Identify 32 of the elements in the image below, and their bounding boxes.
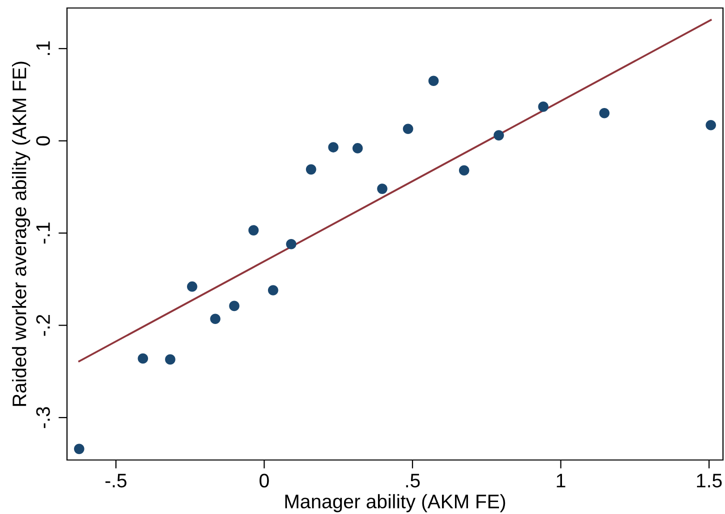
x-tick-label: 1 xyxy=(556,474,566,488)
point xyxy=(210,314,220,324)
point xyxy=(599,108,610,118)
point xyxy=(402,124,414,134)
point xyxy=(229,300,240,312)
y-tick-label: -.2 xyxy=(36,314,50,336)
y-axis-title: Raided worker average ability (AKM FE) xyxy=(12,62,30,406)
y-tick-label: 0 xyxy=(36,136,50,146)
point xyxy=(428,76,439,86)
point xyxy=(494,130,504,140)
x-axis-title: Manager ability (AKM FE) xyxy=(285,494,506,512)
point xyxy=(328,142,338,152)
y-tick-label: -.3 xyxy=(36,407,50,428)
y-tick-label: .1 xyxy=(36,41,50,55)
x-tick-label: -.5 xyxy=(105,474,126,488)
y-tick-label: -.1 xyxy=(36,222,50,244)
point xyxy=(248,225,259,236)
point xyxy=(352,143,363,154)
point xyxy=(538,102,548,112)
point xyxy=(268,285,278,296)
point xyxy=(458,165,470,176)
x-tick-label: .5 xyxy=(406,474,420,488)
point xyxy=(138,353,148,364)
point xyxy=(286,238,296,250)
point xyxy=(165,354,176,365)
point xyxy=(187,281,198,292)
point xyxy=(377,184,388,194)
point xyxy=(74,444,84,454)
point xyxy=(706,120,716,130)
x-tick-label: 0 xyxy=(260,474,269,488)
x-tick-label: 1.5 xyxy=(697,474,722,488)
point xyxy=(306,164,316,175)
